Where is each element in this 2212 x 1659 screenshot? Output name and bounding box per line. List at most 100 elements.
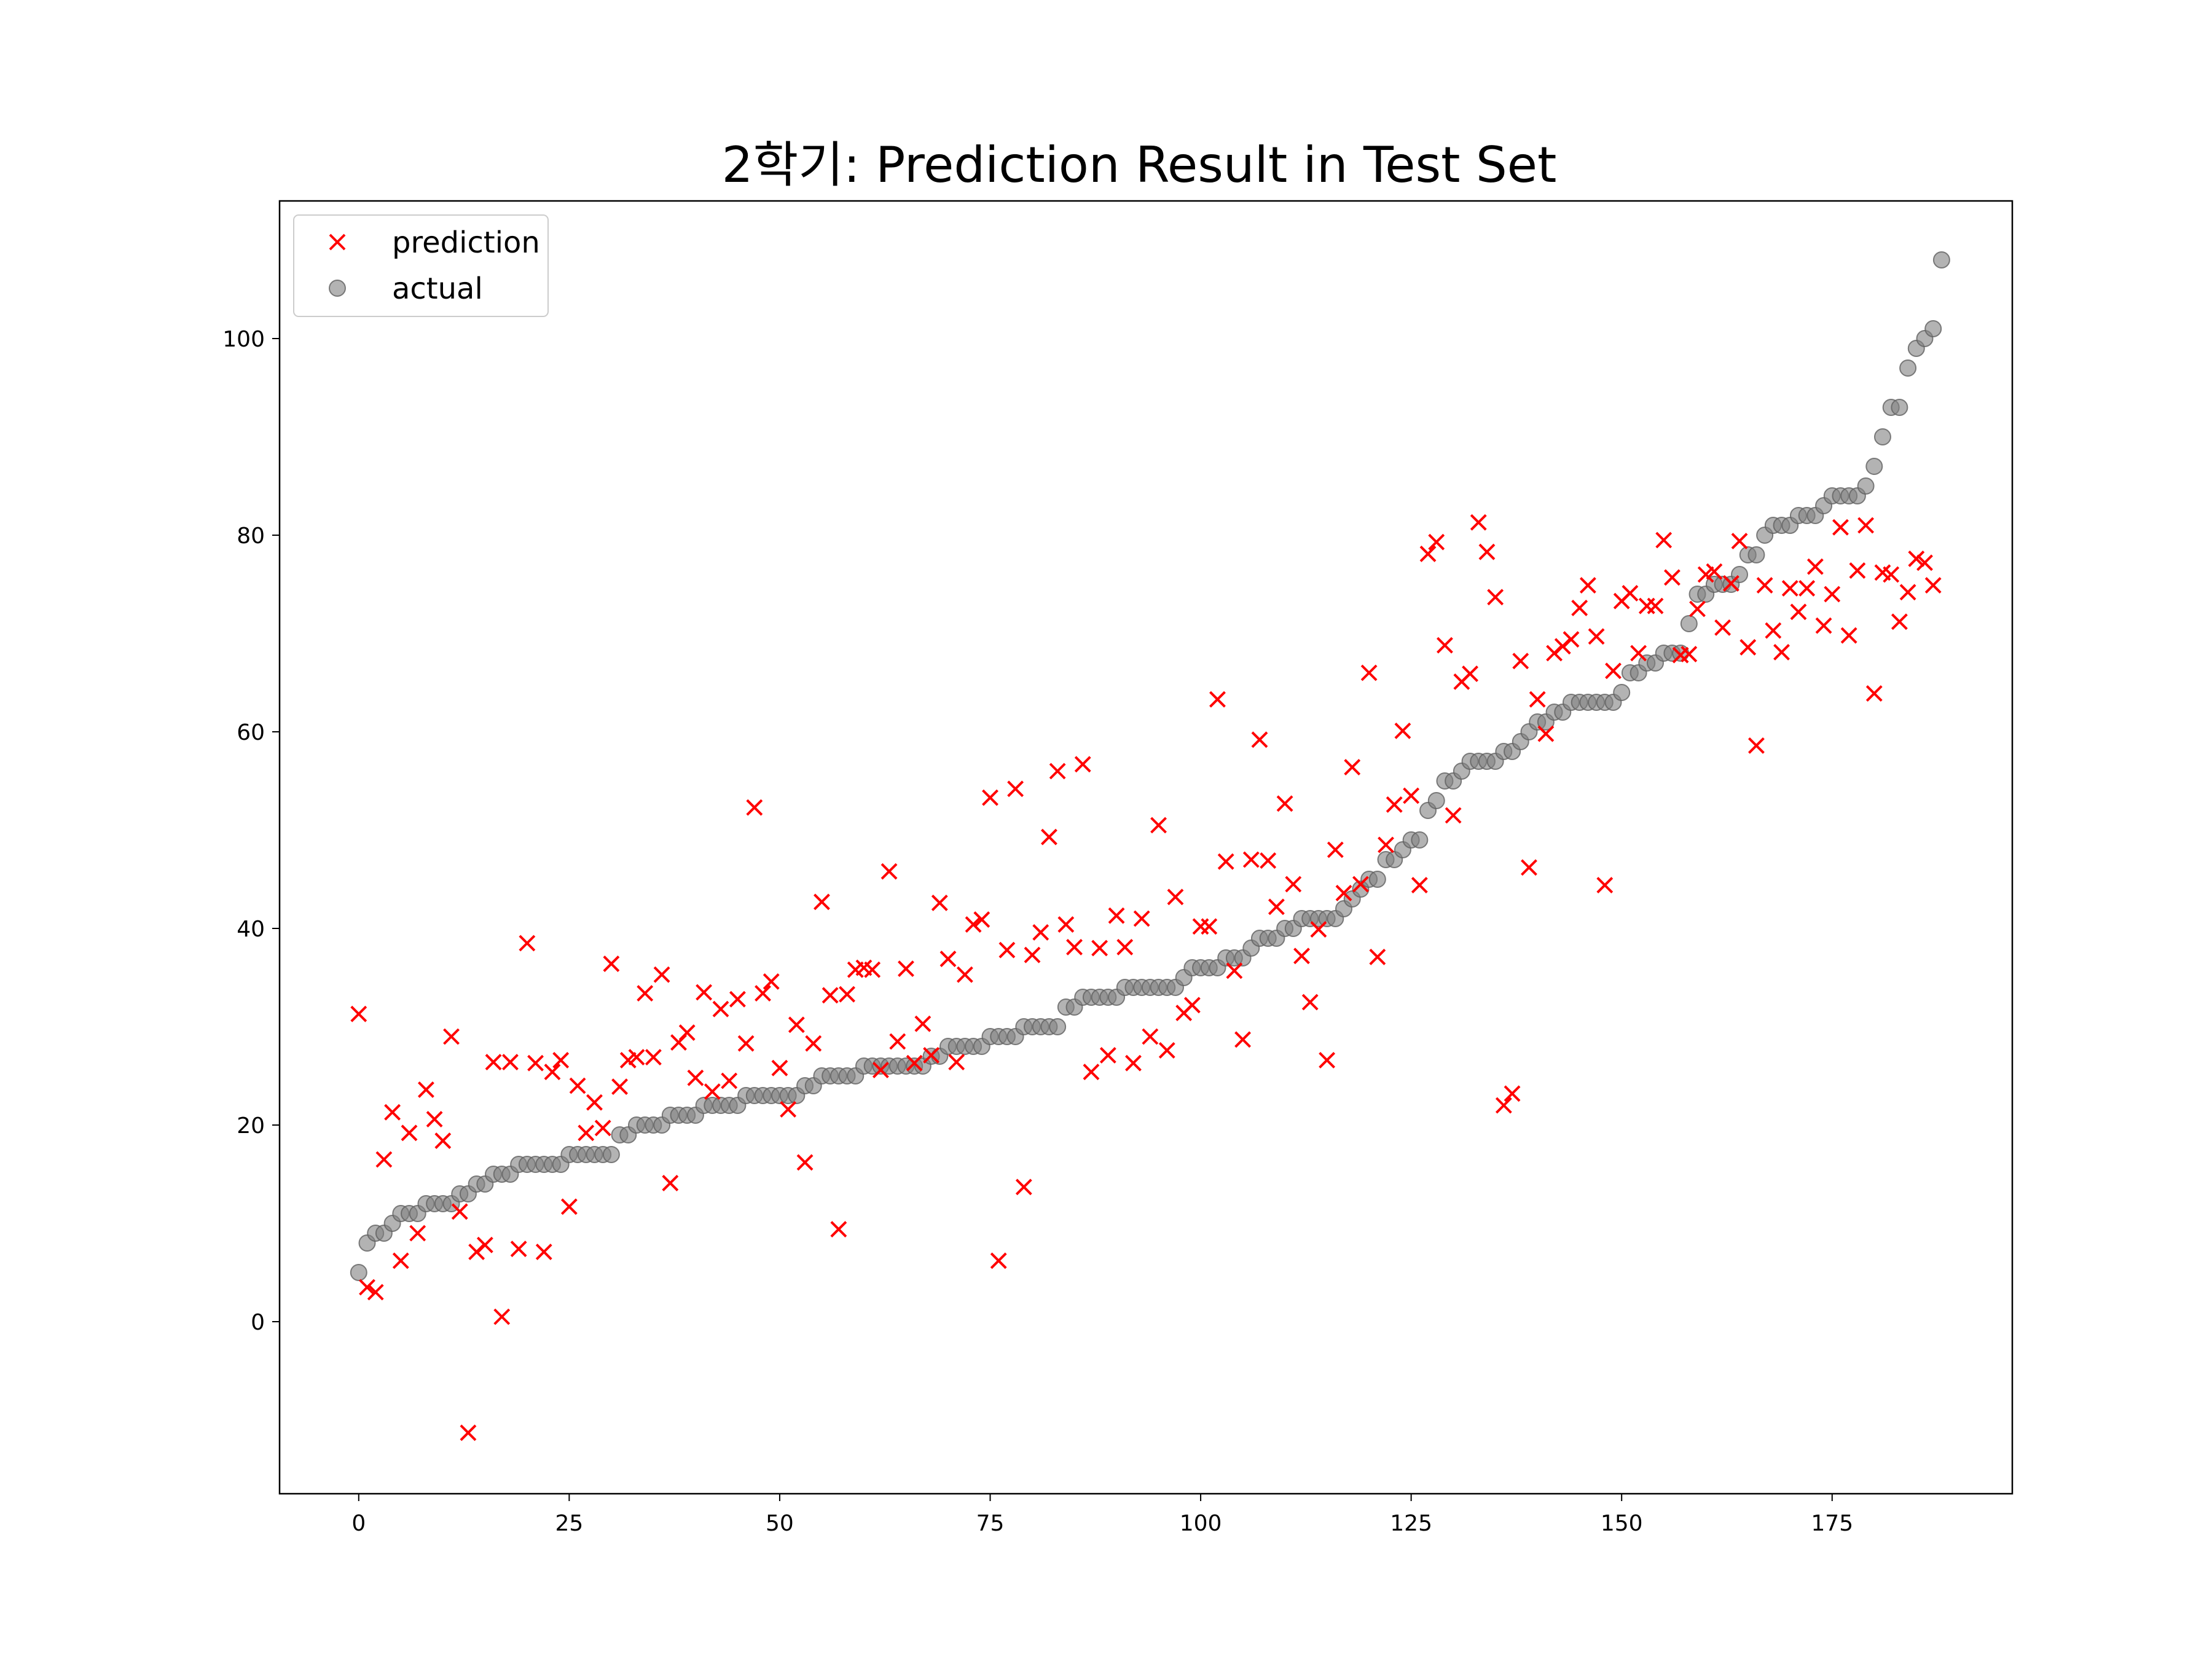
prediction-point [839, 986, 855, 1003]
prediction-point [586, 1094, 603, 1111]
prediction-point [880, 863, 898, 880]
actual-point [1899, 359, 1917, 377]
prediction-point [384, 1104, 401, 1121]
prediction-point [1183, 997, 1201, 1014]
actual-point [1857, 477, 1875, 495]
prediction-point [1908, 550, 1925, 567]
prediction-point [1714, 619, 1732, 636]
prediction-point [1251, 731, 1268, 748]
prediction-point [375, 1151, 393, 1168]
x-tick-label: 150 [1601, 1511, 1643, 1536]
prediction-point [392, 1252, 409, 1269]
prediction-point [1588, 628, 1605, 645]
prediction-point [1622, 584, 1639, 602]
prediction-point [1226, 962, 1243, 979]
prediction-point [956, 966, 973, 983]
prediction-point [1217, 853, 1234, 870]
prediction-point [1091, 939, 1108, 957]
prediction-point [1403, 787, 1420, 804]
prediction-point [1495, 1097, 1512, 1114]
prediction-point [931, 894, 948, 911]
prediction-point [889, 1033, 906, 1050]
actual-series [350, 251, 1950, 1281]
x-tick-label: 25 [555, 1511, 583, 1536]
y-tick-label: 0 [251, 1310, 265, 1335]
prediction-point [1470, 514, 1487, 531]
prediction-point [359, 1279, 375, 1296]
prediction-point [898, 960, 914, 978]
prediction-point [1007, 780, 1024, 798]
prediction-point [1824, 586, 1841, 603]
prediction-point [1596, 877, 1614, 894]
prediction-series [350, 514, 1942, 1441]
prediction-point [1849, 562, 1866, 579]
prediction-point [746, 799, 763, 816]
prediction-point [763, 973, 780, 990]
prediction-point [923, 1046, 939, 1064]
actual-point [602, 1146, 620, 1163]
prediction-point [1655, 531, 1673, 549]
prediction-point [948, 1054, 965, 1071]
prediction-point [872, 1061, 889, 1078]
x-tick-label: 125 [1390, 1511, 1432, 1536]
plot-area [280, 201, 2012, 1494]
prediction-point [1521, 859, 1537, 876]
y-tick-label: 60 [237, 720, 265, 745]
x-tick-label: 0 [351, 1511, 366, 1536]
prediction-point [1840, 627, 1857, 644]
prediction-point [1790, 603, 1807, 621]
prediction-point [460, 1424, 477, 1441]
prediction-point [1133, 910, 1150, 927]
prediction-point [1529, 691, 1546, 708]
prediction-point [653, 966, 670, 983]
prediction-point [990, 1252, 1007, 1269]
prediction-point [1731, 533, 1748, 550]
prediction-point [696, 984, 713, 1001]
prediction-point [578, 1124, 595, 1142]
prediction-point [1806, 558, 1824, 575]
prediction-point [544, 1064, 561, 1081]
prediction-point [1815, 617, 1832, 634]
prediction-point [830, 1221, 847, 1238]
prediction-point [1352, 876, 1369, 893]
prediction-point [409, 1225, 426, 1242]
prediction-point [1428, 533, 1445, 551]
prediction-point [552, 1051, 570, 1069]
prediction-point [687, 1069, 704, 1086]
prediction-point [426, 1110, 443, 1128]
prediction-point [510, 1241, 527, 1258]
actual-point [1891, 399, 1908, 416]
prediction-point [1916, 554, 1933, 571]
prediction-point [1167, 888, 1184, 906]
prediction-point [712, 1000, 729, 1018]
prediction-point [1781, 579, 1798, 597]
prediction-point [1445, 807, 1462, 824]
actual-point [1680, 615, 1698, 632]
prediction-point [814, 893, 830, 911]
prediction-point [1748, 737, 1765, 754]
prediction-point [645, 1049, 662, 1066]
prediction-point [637, 985, 654, 1002]
prediction-point [1116, 938, 1134, 955]
prediction-point [1394, 722, 1411, 739]
prediction-point [914, 1015, 931, 1032]
legend-prediction-marker [329, 233, 346, 251]
x-tick-label: 100 [1180, 1511, 1222, 1536]
prediction-point [982, 789, 998, 806]
prediction-point [418, 1081, 434, 1098]
prediction-point [1125, 1054, 1142, 1072]
prediction-point [1293, 947, 1310, 965]
prediction-point [1579, 577, 1596, 594]
prediction-point [771, 1059, 788, 1077]
prediction-point [1234, 1031, 1251, 1048]
prediction-point [1663, 569, 1681, 586]
prediction-point [906, 1054, 923, 1072]
prediction-point [1899, 584, 1916, 601]
prediction-point [1327, 841, 1344, 858]
prediction-point [1242, 851, 1260, 868]
prediction-point [1605, 662, 1622, 680]
prediction-point [1487, 589, 1504, 606]
prediction-point [1049, 763, 1066, 780]
prediction-point [1260, 852, 1277, 869]
actual-point [1873, 428, 1891, 445]
